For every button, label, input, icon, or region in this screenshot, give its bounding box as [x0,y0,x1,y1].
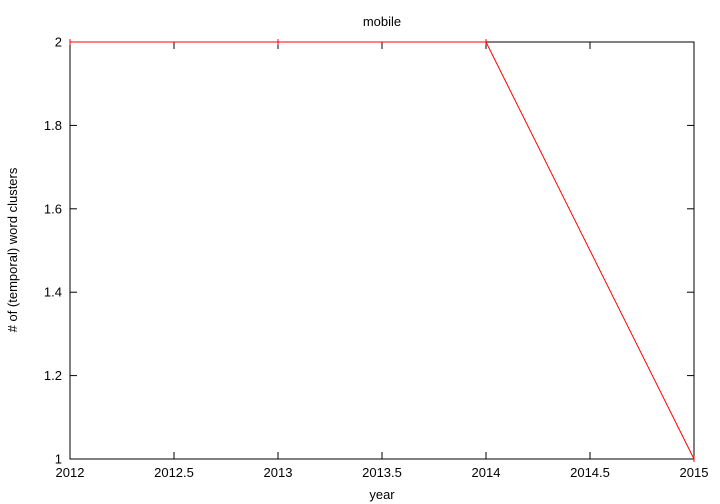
x-axis-label: year [369,487,395,502]
x-tick-label: 2012.5 [154,465,194,480]
x-tick-label: 2013 [264,465,293,480]
y-tick-label: 1.6 [44,201,62,216]
plot-area: 2012 2012.5 2013 2013.5 2014 2014.5 2015 1 1.2 1.… [44,35,709,481]
series-line [70,41,695,460]
y-tick-label: 1 [55,452,62,467]
x-tick-label: 2014 [472,465,501,480]
x-tick-label: 2014.5 [570,465,610,480]
plot-frame [69,41,695,460]
x-tick-label: 2012 [56,465,85,480]
y-tick-label: 1.2 [44,368,62,383]
y-tick-label: 1.8 [44,118,62,133]
x-tick-label: 2015 [680,465,709,480]
chart-title: mobile [363,14,401,29]
y-axis-label: # of (temporal) word clusters [5,167,20,332]
y-tick-label: 1.4 [44,285,62,300]
x-tick-label: 2013.5 [362,465,402,480]
y-tick-label: 2 [55,35,62,50]
